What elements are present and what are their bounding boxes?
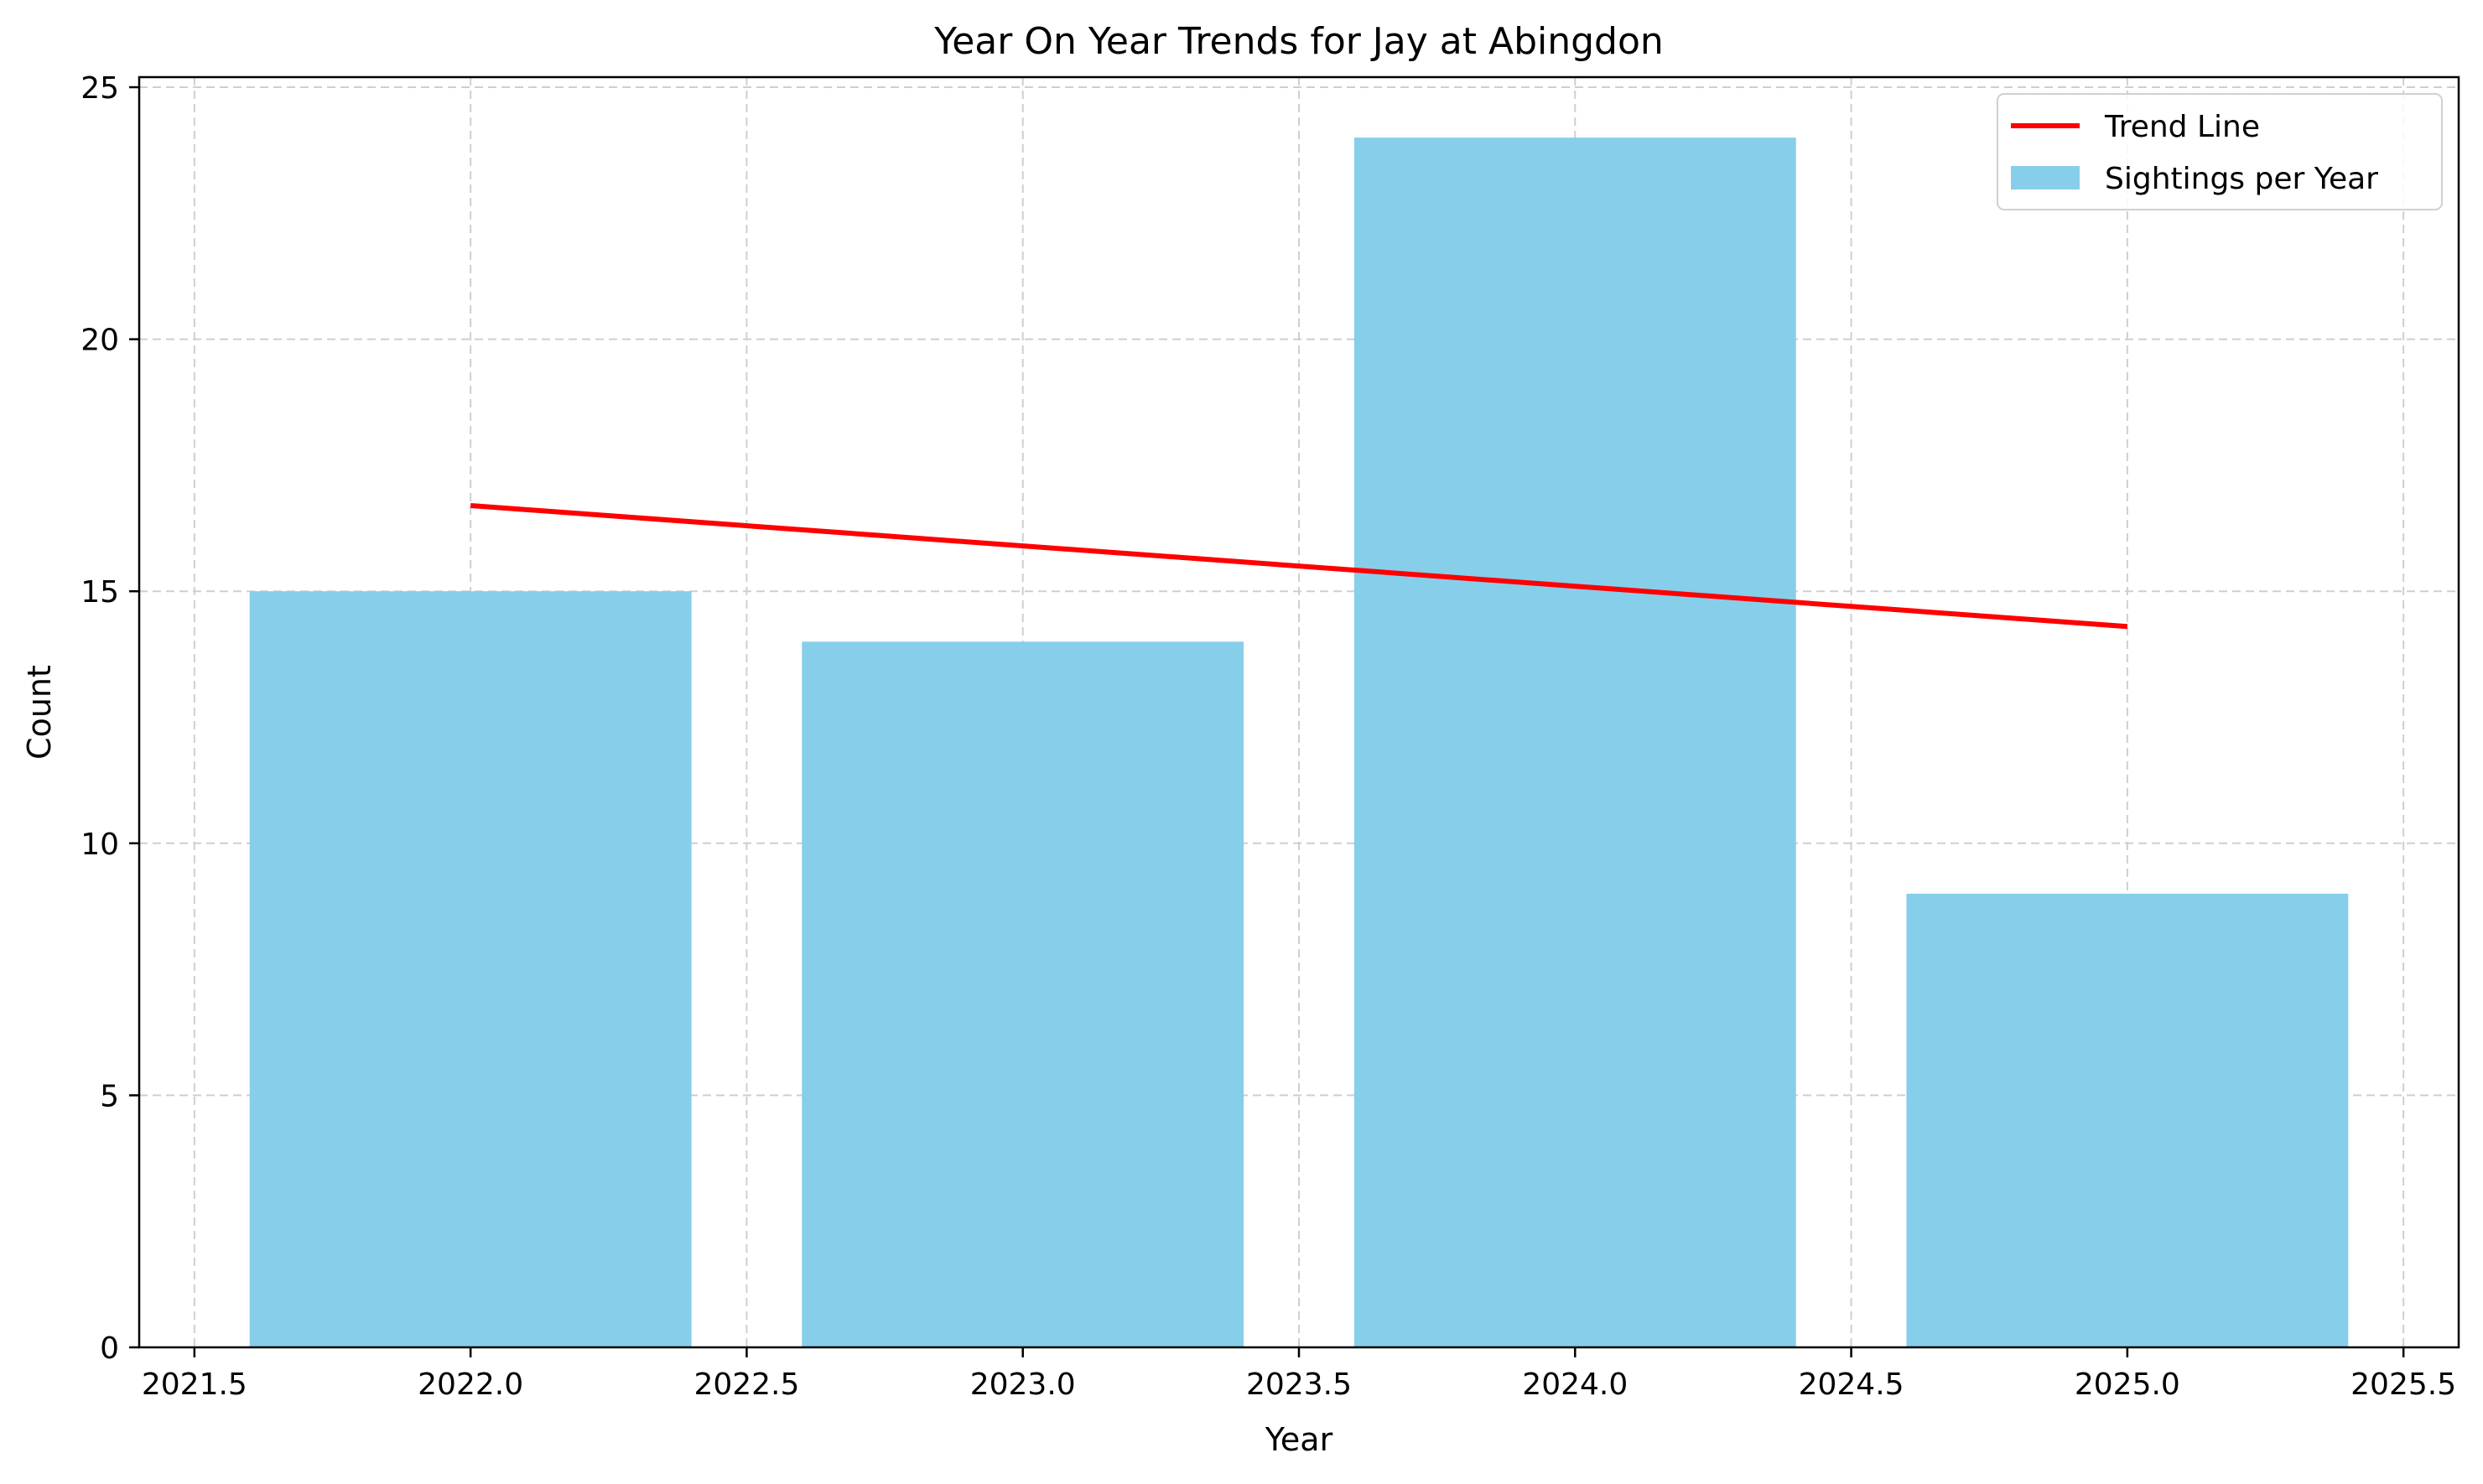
bars xyxy=(249,138,2349,1348)
bar-2023 xyxy=(802,641,1244,1347)
y-axis-label: Count xyxy=(21,665,58,760)
x-tick-label: 2021.5 xyxy=(142,1367,247,1402)
x-tick-label: 2023.5 xyxy=(1246,1367,1352,1402)
bar-2025 xyxy=(1906,893,2349,1347)
legend-label: Sightings per Year xyxy=(2105,162,2378,196)
y-tick-label: 5 xyxy=(100,1079,119,1113)
legend-box xyxy=(1997,93,2443,210)
y-axis-ticks: 0 5 10 15 20 25 xyxy=(81,71,139,1366)
legend-label: Trend Line xyxy=(2104,110,2260,144)
x-tick-label: 2024.5 xyxy=(1799,1367,1904,1402)
y-tick-label: 15 xyxy=(81,575,119,610)
legend: Trend Line Sightings per Year xyxy=(1997,93,2443,210)
bar-2024 xyxy=(1353,138,1796,1348)
x-tick-label: 2024.0 xyxy=(1522,1367,1628,1402)
x-tick-label: 2023.0 xyxy=(970,1367,1076,1402)
trend-line xyxy=(470,503,2128,630)
x-tick-label: 2022.5 xyxy=(693,1367,799,1402)
y-tick-label: 10 xyxy=(81,828,119,862)
x-tick-label: 2022.0 xyxy=(418,1367,523,1402)
x-tick-label: 2025.0 xyxy=(2075,1367,2180,1402)
legend-patch-swatch xyxy=(2011,166,2080,189)
y-tick-label: 0 xyxy=(100,1331,119,1366)
y-tick-label: 20 xyxy=(81,324,119,358)
x-axis-label: Year xyxy=(1265,1421,1333,1458)
x-tick-label: 2025.5 xyxy=(2351,1367,2456,1402)
x-axis-ticks: 2021.5 2022.0 2022.5 2023.0 2023.5 2024.0 2024… xyxy=(142,1347,2456,1402)
y-tick-label: 25 xyxy=(81,71,119,106)
trend-line-layer xyxy=(470,503,2128,630)
bar-2022 xyxy=(249,591,692,1347)
chart-title: Year On Year Trends for Jay at Abingdon xyxy=(933,20,1664,63)
